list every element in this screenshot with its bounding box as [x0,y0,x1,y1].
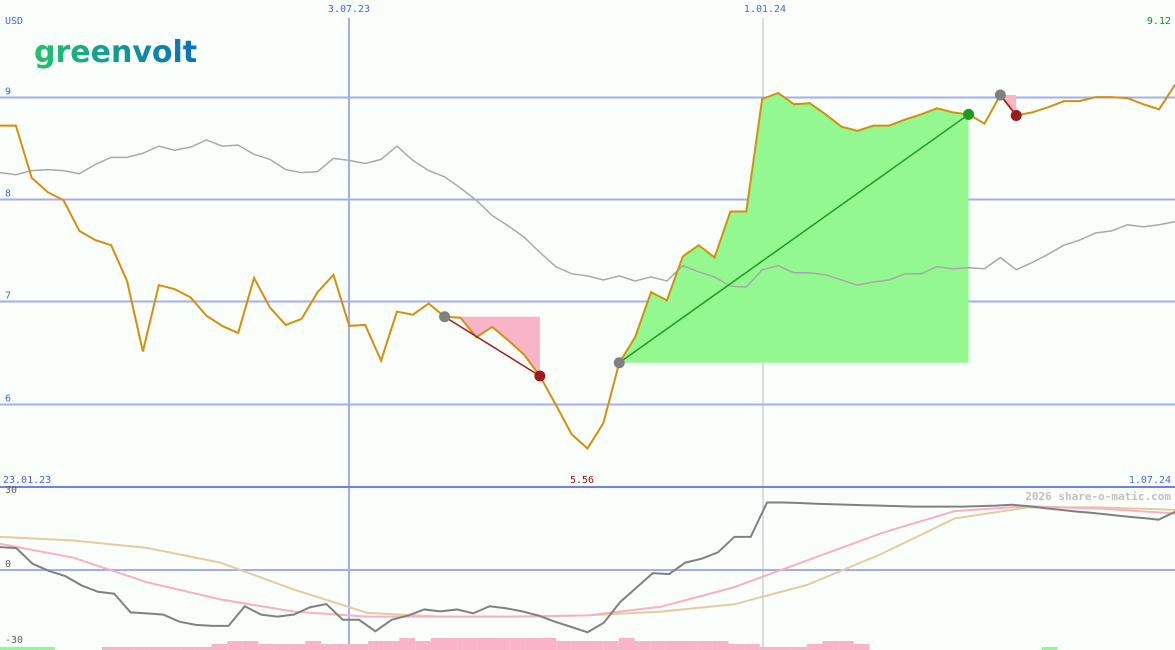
histogram-bar [321,644,337,650]
histogram-bar [415,641,431,650]
trade-entry-marker [613,357,625,369]
benchmark-line [0,139,1175,288]
histogram-bar [806,644,823,650]
histogram-bar [540,638,557,650]
histogram-bar [681,641,698,650]
histogram-bar [712,641,729,650]
oscillator-fast-line [0,505,1175,618]
histogram-bar [775,647,792,650]
histogram-bar [838,641,854,650]
histogram-bar [352,644,369,650]
company-logo: greenvolt [34,35,197,70]
histogram-bar [556,641,572,650]
histogram-bar [0,647,8,650]
histogram-bar [101,647,118,650]
histogram-bar [1041,647,1058,650]
currency-label: USD [5,16,23,27]
oscillator-tick-label: -30 [5,635,23,646]
histogram-bar [211,644,228,650]
histogram-bar [368,641,384,650]
start-date-label: 23.01.23 [3,475,51,486]
histogram-bar [336,644,353,650]
histogram-bar [650,641,666,650]
x-tick-top-1: 1.01.24 [744,4,786,15]
histogram-bar [524,638,541,650]
trade-area-loss [444,316,540,376]
histogram-bar [227,641,243,650]
histogram-bar [195,647,212,650]
y-tick-label: 9 [5,87,11,98]
histogram-bar [853,644,870,650]
histogram-bar [462,638,478,650]
histogram-bar [477,638,494,650]
histogram-bar [430,638,447,650]
histogram-bar [603,641,619,650]
histogram-bar [665,641,682,650]
histogram-bar [618,638,635,650]
histogram-bar [728,644,745,650]
histogram-bar [289,644,306,650]
histogram-bar [383,641,400,650]
histogram-bar [587,641,604,650]
histogram-bar [399,638,416,650]
histogram-bar [258,644,275,650]
price-line [0,84,1175,451]
histogram-bar [822,641,839,650]
histogram-bar [242,641,259,650]
watermark: 2026 share-o-matic.com [1025,490,1171,503]
histogram-bar [23,647,40,650]
low-price-label: 5.56 [570,475,594,486]
trade-area-win [619,92,969,363]
histogram-bar [759,647,776,650]
histogram-bar [7,647,24,650]
histogram-bar [571,641,588,650]
histogram-bar [164,647,181,650]
trade-line [618,113,970,364]
trade-exit-marker [963,108,975,120]
oscillator-tick-label: 0 [5,559,11,570]
oscillator-line [0,501,1175,634]
y-tick-label: 8 [5,189,11,200]
histogram-bar [180,647,196,650]
histogram-bar [634,641,651,650]
trade-entry-marker [439,311,451,323]
oscillator-slow-line [0,506,1175,618]
y-tick-label: 7 [5,291,11,302]
x-tick-top-0: 3.07.23 [328,4,370,15]
oscillator-tick-label: 30 [5,485,17,496]
y-tick-label: 6 [5,394,11,405]
histogram-bar [274,644,290,650]
histogram-bar [493,638,510,650]
histogram-bar [446,638,463,650]
histogram-bar [148,647,165,650]
trade-line [444,316,541,377]
histogram-bar [305,641,322,650]
trade-exit-marker [534,370,546,382]
end-date-label: 1.07.24 [1129,475,1171,486]
histogram-bar [117,647,134,650]
last-price-label: 9.12 [1147,16,1171,27]
histogram-bar [697,641,713,650]
histogram-bar [133,647,149,650]
trade-exit-marker [1010,109,1022,121]
trade-entry-marker [994,89,1006,101]
histogram-bar [509,638,525,650]
histogram-bar [39,647,55,650]
histogram-bar [744,644,760,650]
histogram-bar [791,647,807,650]
